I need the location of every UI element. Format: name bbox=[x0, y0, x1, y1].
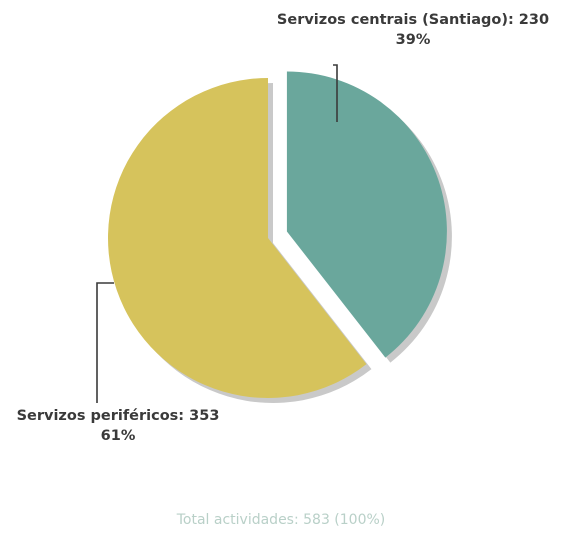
pie-slice-centrais bbox=[286, 71, 447, 358]
leader-line-centrais bbox=[333, 64, 338, 122]
slice-label-perifericos: Servizos periféricos: 353 bbox=[17, 408, 220, 424]
pie-slice-perifericos bbox=[107, 78, 367, 399]
total-activities-note: Total actividades: 583 (100%) bbox=[176, 512, 386, 528]
pie-slices bbox=[107, 71, 452, 404]
slice-label-centrais: Servizos centrais (Santiago): 230 bbox=[277, 12, 549, 28]
leader-line-perifericos bbox=[96, 282, 114, 403]
slice-percent-perifericos: 61% bbox=[101, 428, 136, 444]
slice-percent-centrais: 39% bbox=[396, 32, 431, 48]
